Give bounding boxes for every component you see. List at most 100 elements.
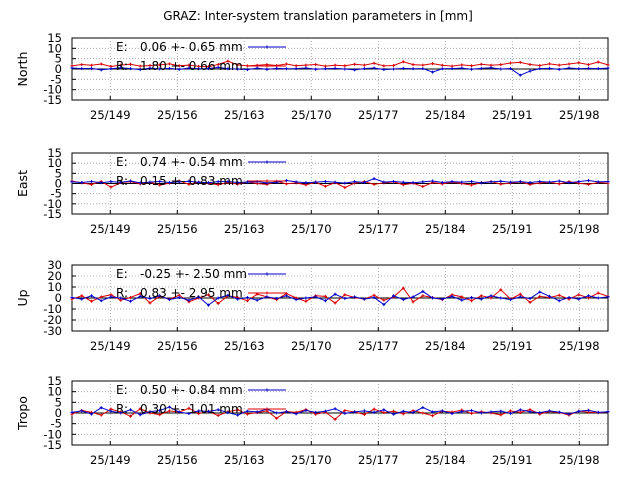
series-line-r: [71, 60, 609, 68]
data-point-r: [109, 185, 113, 189]
data-point-e: [343, 297, 347, 301]
data-point-e: [528, 297, 532, 301]
legend-stats-e: 0.74 +- 0.54 mm: [140, 155, 243, 169]
data-point-r: [557, 63, 561, 67]
data-point-e: [89, 66, 93, 70]
data-point-e: [606, 295, 610, 299]
legend-label-r: R:: [116, 59, 128, 73]
data-point-r: [245, 299, 249, 303]
data-point-e: [567, 295, 571, 299]
data-point-e: [294, 180, 298, 184]
y-tick-label: 5: [55, 166, 62, 180]
data-point-e: [470, 67, 474, 71]
data-point-e: [128, 299, 132, 303]
data-point-e: [440, 297, 444, 301]
data-point-e: [450, 180, 454, 184]
legend-stats-e: 0.50 +- 0.84 mm: [140, 383, 243, 397]
data-point-e: [528, 410, 532, 414]
data-point-e: [421, 67, 425, 71]
data-point-e: [148, 297, 152, 301]
data-point-e: [489, 410, 493, 414]
data-point-r: [460, 295, 464, 299]
data-point-e: [158, 179, 162, 183]
data-point-e: [596, 180, 600, 184]
data-point-r: [216, 62, 220, 66]
y-tick-label: -10: [43, 197, 62, 211]
chart-title: GRAZ: Inter-system translation parameter…: [163, 9, 473, 23]
x-tick-label: 25/149: [90, 339, 130, 353]
data-point-r: [479, 294, 483, 298]
data-point-e: [489, 294, 493, 298]
y-tick-label: 30: [47, 258, 62, 272]
y-tick-label: -15: [43, 207, 62, 221]
data-point-r: [518, 60, 522, 64]
x-tick-label: 25/149: [90, 222, 130, 236]
data-point-e: [518, 73, 522, 77]
series-line-e: [71, 178, 609, 184]
data-point-r: [470, 183, 474, 187]
data-point-r: [499, 413, 503, 417]
data-point-e: [187, 298, 191, 302]
data-point-e: [411, 295, 415, 299]
data-point-e: [70, 180, 74, 184]
data-point-r: [596, 60, 600, 64]
data-point-e: [70, 410, 74, 414]
legend-marker-r: [265, 64, 269, 68]
data-point-r: [479, 62, 483, 66]
data-point-e: [226, 67, 230, 71]
data-point-r: [89, 299, 93, 303]
data-point-r: [431, 62, 435, 66]
data-point-e: [119, 66, 123, 70]
data-point-r: [323, 64, 327, 68]
data-point-e: [479, 297, 483, 301]
x-tick-label: 25/149: [90, 108, 130, 122]
data-point-e: [80, 67, 84, 71]
data-point-e: [265, 67, 269, 71]
data-point-r: [499, 63, 503, 67]
data-point-e: [382, 68, 386, 72]
data-point-e: [567, 66, 571, 70]
data-point-r: [167, 409, 171, 413]
data-point-e: [70, 66, 74, 70]
data-point-e: [284, 410, 288, 414]
data-point-e: [392, 179, 396, 183]
data-point-r: [284, 182, 288, 186]
data-point-e: [333, 66, 337, 70]
data-point-e: [99, 181, 103, 185]
data-point-e: [577, 409, 581, 413]
legend-label-r: R:: [116, 402, 128, 416]
data-point-e: [577, 67, 581, 71]
data-point-r: [509, 409, 513, 413]
data-point-r: [392, 409, 396, 413]
data-point-e: [80, 180, 84, 184]
data-point-r: [167, 62, 171, 66]
data-point-r: [362, 63, 366, 67]
data-point-e: [587, 294, 591, 298]
y-tick-label: 0: [55, 406, 62, 420]
data-point-e: [411, 67, 415, 71]
x-tick-label: 25/163: [224, 453, 264, 467]
data-point-e: [226, 293, 230, 297]
data-point-e: [489, 66, 493, 70]
data-point-e: [353, 295, 357, 299]
x-tick-label: 25/156: [157, 339, 197, 353]
series-line-e: [71, 290, 609, 306]
data-point-e: [304, 296, 308, 300]
legend-stats-r: 0.83 +- 2.95 mm: [140, 286, 243, 300]
data-point-e: [226, 411, 230, 415]
data-point-e: [206, 181, 210, 185]
data-point-e: [148, 410, 152, 414]
data-point-r: [236, 408, 240, 412]
data-point-e: [450, 294, 454, 298]
x-tick-label: 25/177: [358, 108, 398, 122]
data-point-r: [509, 61, 513, 65]
y-tick-label: -15: [43, 438, 62, 452]
y-tick-label: 15: [47, 146, 62, 160]
data-point-e: [323, 299, 327, 303]
data-point-e: [470, 179, 474, 183]
legend-stats-r: 1.80 +- 0.66 mm: [140, 59, 243, 73]
x-tick-label: 25/184: [425, 108, 465, 122]
data-point-e: [362, 180, 366, 184]
data-point-r: [401, 60, 405, 64]
data-point-e: [89, 412, 93, 416]
